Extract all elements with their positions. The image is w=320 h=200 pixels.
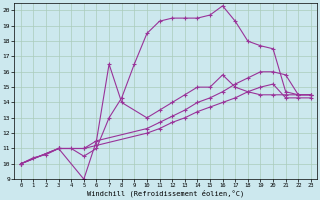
X-axis label: Windchill (Refroidissement éolien,°C): Windchill (Refroidissement éolien,°C) — [87, 190, 244, 197]
